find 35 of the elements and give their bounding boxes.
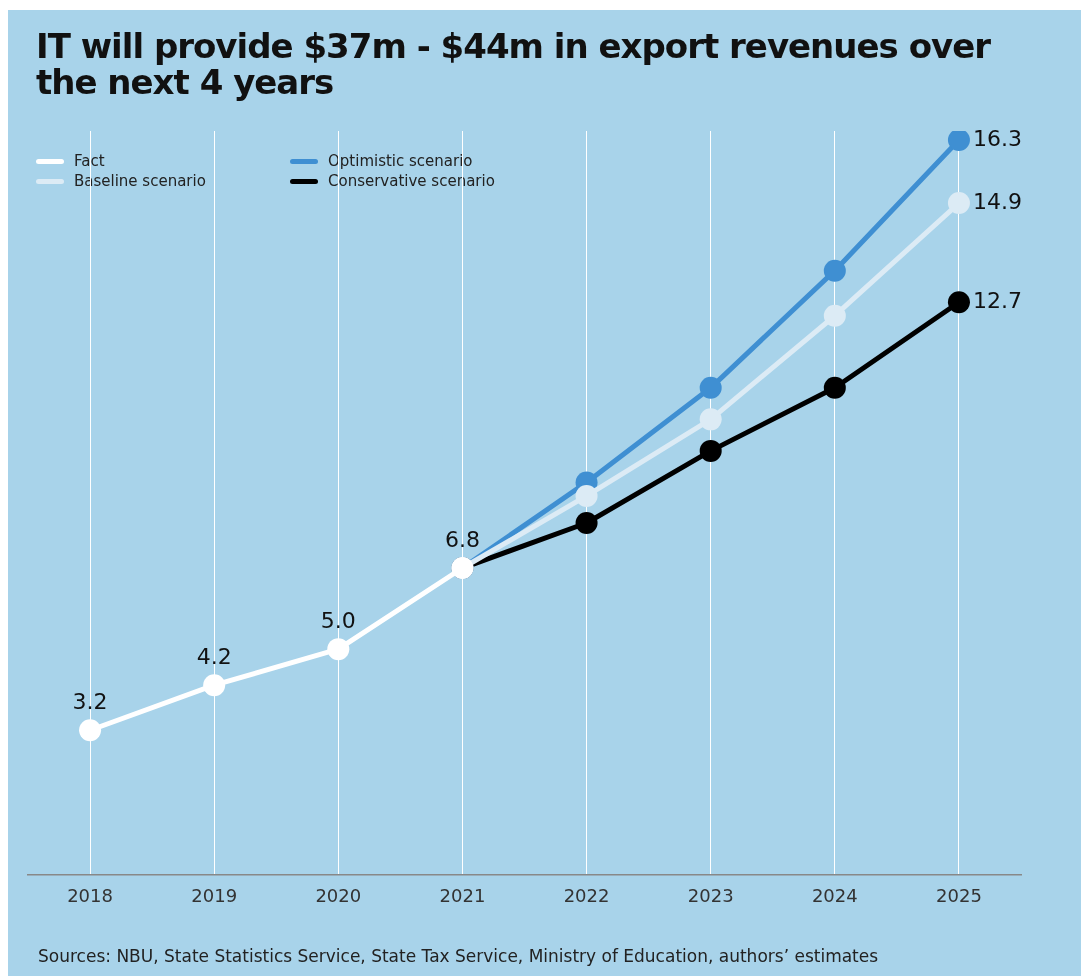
x-tick-label: 2024 xyxy=(811,884,858,906)
legend-label: Baseline scenario xyxy=(74,172,206,190)
point xyxy=(947,131,970,152)
point xyxy=(575,511,598,534)
point xyxy=(575,484,598,507)
chart-title: IT will provide $37m - $44m in export revenues over the next 4 years xyxy=(36,26,992,102)
point xyxy=(823,259,846,282)
data-label: 5.0 xyxy=(320,607,356,633)
point xyxy=(699,376,722,399)
point xyxy=(947,291,970,314)
x-tick-label: 2022 xyxy=(563,884,610,906)
x-tick-label: 2019 xyxy=(191,884,238,906)
data-label: 6.8 xyxy=(444,526,480,552)
point xyxy=(699,439,722,462)
point xyxy=(823,304,846,327)
data-label: 14.9 xyxy=(972,188,1022,214)
point xyxy=(947,192,970,215)
source-note: Sources: NBU, State Statistics Service, State Tax Service, Ministry of Education, authors’ estimates xyxy=(38,946,879,966)
point xyxy=(823,376,846,399)
data-label: 12.7 xyxy=(972,287,1022,313)
point xyxy=(327,638,350,661)
x-tick-label: 2025 xyxy=(936,884,982,906)
x-tick-label: 2018 xyxy=(67,884,113,906)
data-label: 4.2 xyxy=(196,643,232,669)
point xyxy=(699,408,722,431)
legend-label: Optimistic scenario xyxy=(328,152,473,170)
legend-label: Fact xyxy=(74,152,105,170)
x-tick-label: 2023 xyxy=(687,884,734,906)
x-tick-label: 2021 xyxy=(439,884,486,906)
point xyxy=(79,719,102,742)
data-label: 16.3 xyxy=(972,125,1022,151)
point xyxy=(203,674,226,697)
data-label: 3.2 xyxy=(72,688,108,714)
x-tick-label: 2020 xyxy=(315,884,362,906)
legend-label: Conservative scenario xyxy=(328,172,495,190)
